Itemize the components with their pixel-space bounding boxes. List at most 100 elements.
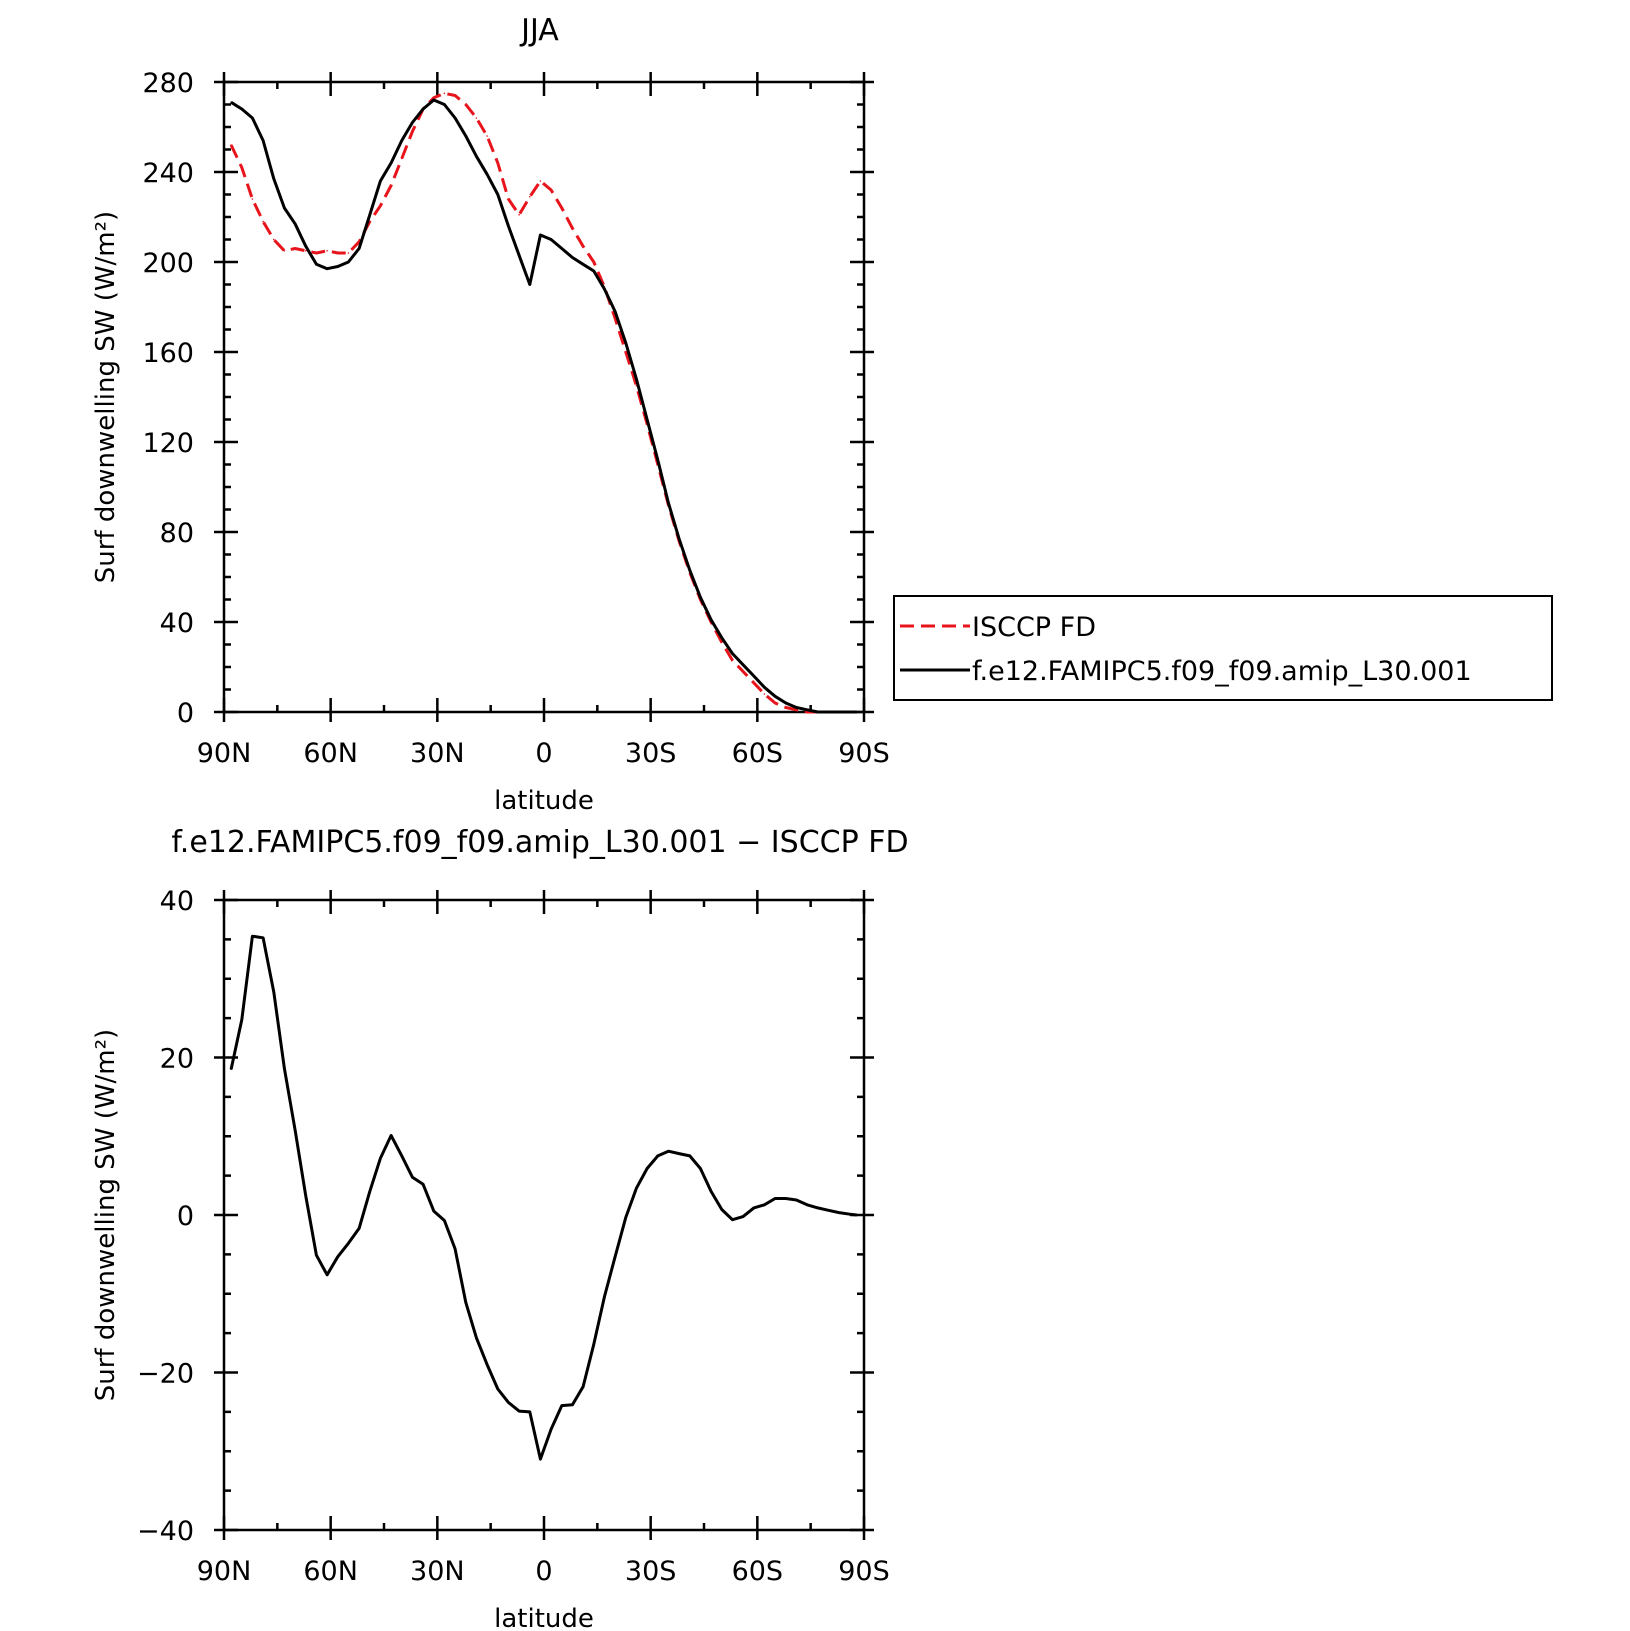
x-tick-label: 60S <box>732 1556 784 1587</box>
data-point <box>571 1404 574 1406</box>
data-point <box>763 686 766 689</box>
data-point <box>721 641 723 644</box>
data-point <box>849 1213 851 1215</box>
data-point <box>518 1410 520 1412</box>
data-point <box>262 220 264 223</box>
data-point <box>273 178 275 180</box>
data-point <box>379 180 382 182</box>
data-point <box>625 342 627 344</box>
data-point <box>699 1167 702 1170</box>
data-point <box>518 254 520 257</box>
data-point <box>753 1207 755 1209</box>
data-point <box>539 180 542 182</box>
series-line-0 <box>229 934 858 1461</box>
data-point <box>710 619 712 621</box>
data-point <box>294 1129 296 1131</box>
data-point <box>753 675 755 677</box>
data-point <box>721 637 723 639</box>
data-point <box>305 250 307 252</box>
data-point <box>763 693 766 695</box>
data-point <box>443 1219 446 1222</box>
data-point <box>507 1401 510 1404</box>
data-point <box>817 1207 819 1209</box>
data-point <box>614 1255 616 1258</box>
data-point <box>390 184 392 187</box>
data-point <box>241 1018 243 1021</box>
data-point <box>785 1197 787 1200</box>
data-point <box>561 207 563 209</box>
data-point <box>742 670 744 673</box>
y-axis-label: Surf downwelling SW (W/m²) <box>91 1029 121 1401</box>
data-point <box>497 193 499 196</box>
data-point <box>347 1242 350 1245</box>
data-point <box>475 1337 478 1339</box>
y-tick-label: 0 <box>177 698 194 729</box>
data-point <box>230 144 232 146</box>
data-point <box>550 238 552 241</box>
data-point <box>774 702 776 704</box>
data-point <box>625 351 627 353</box>
data-point <box>507 198 510 200</box>
data-point <box>262 139 264 142</box>
y-tick-label: −40 <box>137 1516 194 1547</box>
data-point <box>358 1227 360 1230</box>
data-point <box>614 310 616 313</box>
data-point <box>241 108 243 110</box>
data-point <box>774 695 776 698</box>
x-tick-label: 0 <box>535 738 552 769</box>
data-point <box>465 103 467 106</box>
data-point <box>454 94 456 97</box>
legend-box <box>893 595 1553 701</box>
data-point <box>390 1134 392 1137</box>
data-point <box>486 173 488 176</box>
data-point <box>582 1385 584 1388</box>
x-tick-label: 30S <box>625 738 677 769</box>
data-point <box>379 1157 382 1160</box>
data-point <box>657 1155 659 1157</box>
data-point <box>230 101 232 104</box>
y-tick-label: 20 <box>160 1044 194 1075</box>
y-axis-label: Surf downwelling SW (W/m²) <box>91 211 121 583</box>
x-tick-label: 90N <box>197 1556 252 1587</box>
data-point <box>593 261 595 263</box>
data-point <box>315 1254 318 1256</box>
x-tick-label: 90S <box>838 738 890 769</box>
data-point <box>806 709 808 711</box>
data-point <box>710 1190 712 1193</box>
data-point <box>475 117 478 119</box>
data-point <box>433 97 435 99</box>
data-point <box>326 250 328 252</box>
data-point <box>305 245 307 248</box>
data-point <box>422 1183 424 1186</box>
data-point <box>337 1255 339 1258</box>
data-point <box>667 1150 670 1152</box>
data-point <box>411 121 414 124</box>
data-point <box>283 1067 286 1070</box>
data-point <box>529 196 531 198</box>
data-point <box>443 103 446 106</box>
data-point <box>529 283 531 286</box>
data-point <box>561 1404 563 1407</box>
y-tick-label: 80 <box>160 518 194 549</box>
data-point <box>379 205 382 207</box>
data-point <box>454 117 456 119</box>
data-point <box>849 711 851 713</box>
x-tick-label: 60N <box>303 1556 358 1587</box>
data-point <box>294 223 296 225</box>
x-tick-label: 0 <box>535 1556 552 1587</box>
x-tick-label: 30N <box>410 738 465 769</box>
data-point <box>774 1197 776 1200</box>
data-point <box>571 227 574 229</box>
x-tick-label: 90N <box>197 738 252 769</box>
data-point <box>742 664 744 666</box>
data-point <box>785 706 787 709</box>
difference-chart: f.e12.FAMIPC5.f09_f09.amip_L30.001 − ISC… <box>91 825 909 1631</box>
data-point <box>571 256 574 259</box>
data-point <box>753 682 755 684</box>
data-point <box>763 1204 766 1206</box>
data-point <box>550 1428 552 1430</box>
plot-frame <box>222 80 866 714</box>
data-point <box>315 252 318 254</box>
data-point <box>326 1274 328 1276</box>
